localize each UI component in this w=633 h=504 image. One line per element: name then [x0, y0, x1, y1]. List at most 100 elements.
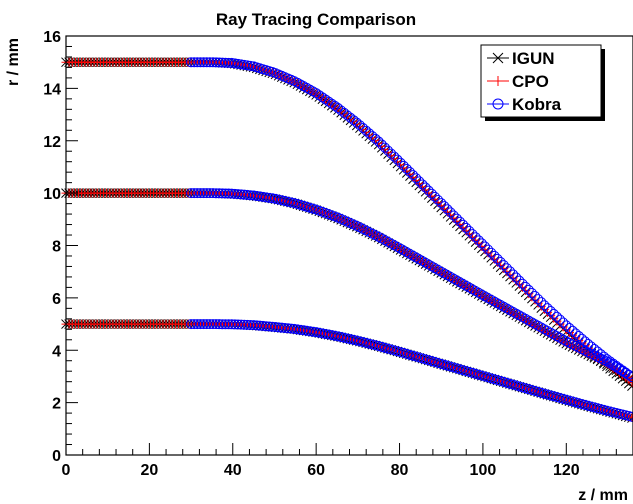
data-point — [476, 289, 487, 300]
data-point — [292, 77, 303, 88]
data-point — [404, 249, 415, 260]
data-point — [429, 263, 440, 274]
y-tick-label: 2 — [52, 396, 61, 413]
data-point — [536, 297, 547, 308]
data-point — [442, 270, 453, 281]
data-point — [495, 257, 506, 268]
data-point — [533, 320, 544, 331]
data-point — [383, 236, 394, 247]
data-point — [483, 293, 494, 304]
data-point — [573, 331, 584, 342]
legend-label: IGUN — [512, 49, 555, 68]
data-point — [514, 310, 525, 321]
data-point — [467, 284, 478, 295]
data-point — [383, 145, 394, 156]
data-point — [336, 105, 347, 116]
data-point — [555, 314, 566, 325]
data-point — [398, 245, 409, 256]
legend-label: CPO — [512, 72, 549, 91]
data-point — [301, 325, 312, 336]
data-point — [373, 136, 384, 147]
data-point — [239, 59, 250, 70]
chart-title: Ray Tracing Comparison — [216, 10, 416, 29]
ray-2 — [186, 188, 633, 383]
data-point — [473, 235, 484, 246]
data-point — [420, 182, 431, 193]
data-point — [461, 222, 472, 233]
data-point — [361, 125, 372, 136]
plot-area — [61, 57, 633, 423]
data-point — [333, 103, 344, 114]
data-point — [386, 238, 397, 249]
data-point — [317, 328, 328, 339]
data-point — [354, 120, 365, 131]
x-tick-label: 60 — [307, 462, 325, 479]
legend-entry-cpo: CPO — [487, 72, 549, 91]
data-point — [458, 219, 469, 230]
data-point — [245, 190, 256, 201]
data-point — [395, 243, 406, 254]
data-point — [326, 330, 337, 341]
data-point — [236, 59, 247, 70]
data-point — [445, 271, 456, 282]
data-point — [267, 193, 278, 204]
data-point — [408, 250, 419, 261]
data-point — [517, 312, 528, 323]
data-point — [436, 266, 447, 277]
data-point — [517, 278, 528, 289]
data-point — [395, 157, 406, 168]
data-point — [392, 241, 403, 252]
x-tick-label: 40 — [224, 462, 242, 479]
data-point — [364, 128, 375, 139]
data-point — [501, 263, 512, 274]
data-point — [489, 250, 500, 261]
data-point — [448, 273, 459, 284]
data-point — [439, 268, 450, 279]
x-tick-label: 120 — [553, 462, 580, 479]
data-point — [392, 154, 403, 165]
data-point — [367, 131, 378, 142]
data-point — [451, 213, 462, 224]
data-point — [376, 139, 387, 150]
data-point — [417, 179, 428, 190]
data-point — [339, 107, 350, 118]
data-point — [295, 324, 306, 335]
data-point — [558, 317, 569, 328]
data-point — [623, 370, 633, 381]
x-tick-label: 20 — [140, 462, 158, 479]
legend-marker — [493, 76, 503, 86]
x-tick-label: 100 — [470, 462, 497, 479]
data-point — [505, 305, 516, 316]
data-point — [411, 252, 422, 263]
data-point — [423, 185, 434, 196]
data-point — [561, 320, 572, 331]
data-point — [245, 60, 256, 71]
legend-entry-igun: IGUN — [487, 49, 555, 68]
data-point — [298, 325, 309, 336]
data-point — [461, 280, 472, 291]
data-point — [417, 256, 428, 267]
data-point — [292, 324, 303, 335]
data-point — [530, 319, 541, 330]
data-point — [386, 148, 397, 159]
data-point — [539, 300, 550, 311]
data-point — [358, 122, 369, 133]
data-point — [492, 253, 503, 264]
data-point — [536, 322, 547, 333]
data-point — [323, 329, 334, 340]
data-point — [408, 170, 419, 181]
data-point — [523, 315, 534, 326]
x-tick-label: 80 — [391, 462, 409, 479]
data-point — [514, 275, 525, 286]
data-point — [436, 198, 447, 209]
data-point — [289, 323, 300, 334]
ray-3 — [186, 319, 633, 422]
data-point — [351, 117, 362, 128]
data-point — [320, 328, 331, 339]
data-point — [551, 311, 562, 322]
x-tick-label: 0 — [62, 462, 71, 479]
legend-entry-kobra: Kobra — [487, 95, 562, 114]
data-point — [261, 192, 272, 203]
data-point — [520, 313, 531, 324]
data-point — [345, 112, 356, 123]
